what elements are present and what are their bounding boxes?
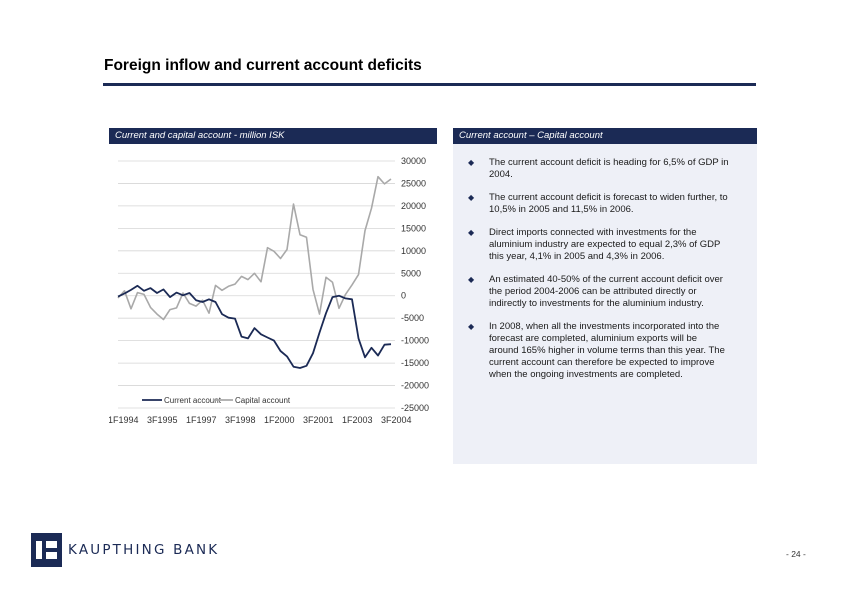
x-tick-label: 1F1994	[109, 415, 139, 425]
bullet-text: Direct imports connected with investment…	[489, 227, 721, 262]
chart-panel-header: Current and capital account - million IS…	[109, 128, 437, 144]
x-tick-label: 1F2003	[342, 415, 373, 425]
x-tick-label: 3F1995	[147, 415, 178, 425]
y-tick-label: -10000	[401, 336, 429, 346]
commentary-bullet: ◆ The current account deficit is heading…	[453, 157, 757, 181]
commentary-bullets: ◆ The current account deficit is heading…	[453, 157, 757, 392]
series-line-capital-account	[117, 175, 392, 321]
legend-label: Current account	[164, 396, 222, 405]
y-axis-tick-labels: 30000 25000 20000 15000 10000 5000 0 -5000 -1000…	[401, 156, 429, 413]
y-tick-label: 0	[401, 291, 406, 301]
x-tick-label: 1F2000	[264, 415, 295, 425]
kaupthing-logo-icon	[31, 533, 62, 567]
x-tick-label: 3F2004	[381, 415, 412, 425]
y-tick-label: 5000	[401, 268, 421, 278]
series-line-current-account	[117, 284, 392, 369]
legend-label: Capital account	[235, 396, 291, 405]
x-tick-label: 1F1997	[186, 415, 217, 425]
diamond-icon: ◆	[468, 228, 475, 237]
y-tick-label: 10000	[401, 246, 426, 256]
text-panel-header: Current account – Capital account	[453, 128, 757, 144]
diamond-icon: ◆	[468, 322, 475, 331]
commentary-bullet: ◆ In 2008, when all the investments inco…	[453, 321, 757, 381]
diamond-icon: ◆	[468, 275, 475, 284]
y-tick-label: -5000	[401, 313, 424, 323]
chart-legend: Current account Capital account	[142, 396, 291, 405]
bullet-text: The current account deficit is heading f…	[489, 157, 729, 180]
page-number: - 24 -	[786, 549, 806, 559]
chart-series	[117, 175, 392, 369]
x-tick-label: 3F1998	[225, 415, 256, 425]
y-tick-label: 30000	[401, 156, 426, 166]
commentary-bullet: ◆ Direct imports connected with investme…	[453, 227, 757, 263]
diamond-icon: ◆	[468, 193, 475, 202]
commentary-bullet: ◆ The current account deficit is forecas…	[453, 192, 757, 216]
commentary-bullet: ◆ An estimated 40-50% of the current acc…	[453, 274, 757, 310]
diamond-icon: ◆	[468, 158, 475, 167]
page-title: Foreign inflow and current account defic…	[104, 57, 422, 74]
y-tick-label: 25000	[401, 178, 426, 188]
y-tick-label: -20000	[401, 381, 429, 391]
commentary-panel: ◆ The current account deficit is heading…	[453, 144, 757, 464]
y-tick-label: 20000	[401, 201, 426, 211]
bullet-text: An estimated 40-50% of the current accou…	[489, 274, 723, 309]
x-tick-label: 3F2001	[303, 415, 334, 425]
bullet-text: The current account deficit is forecast …	[489, 192, 728, 215]
current-capital-account-chart: 30000 25000 20000 15000 10000 5000 0 -5000 -1000…	[109, 156, 429, 425]
bullet-text: In 2008, when all the investments incorp…	[489, 321, 725, 380]
x-axis-tick-labels: 1F1994 3F1995 1F1997 3F1998 1F2000 3F2001 1F20…	[109, 415, 412, 425]
chart-gridlines	[118, 160, 395, 409]
y-tick-label: 15000	[401, 223, 426, 233]
title-divider	[103, 83, 756, 86]
y-tick-label: -25000	[401, 403, 429, 413]
y-tick-label: -15000	[401, 358, 429, 368]
bank-logo-text: KAUPTHING BANK	[68, 542, 220, 558]
